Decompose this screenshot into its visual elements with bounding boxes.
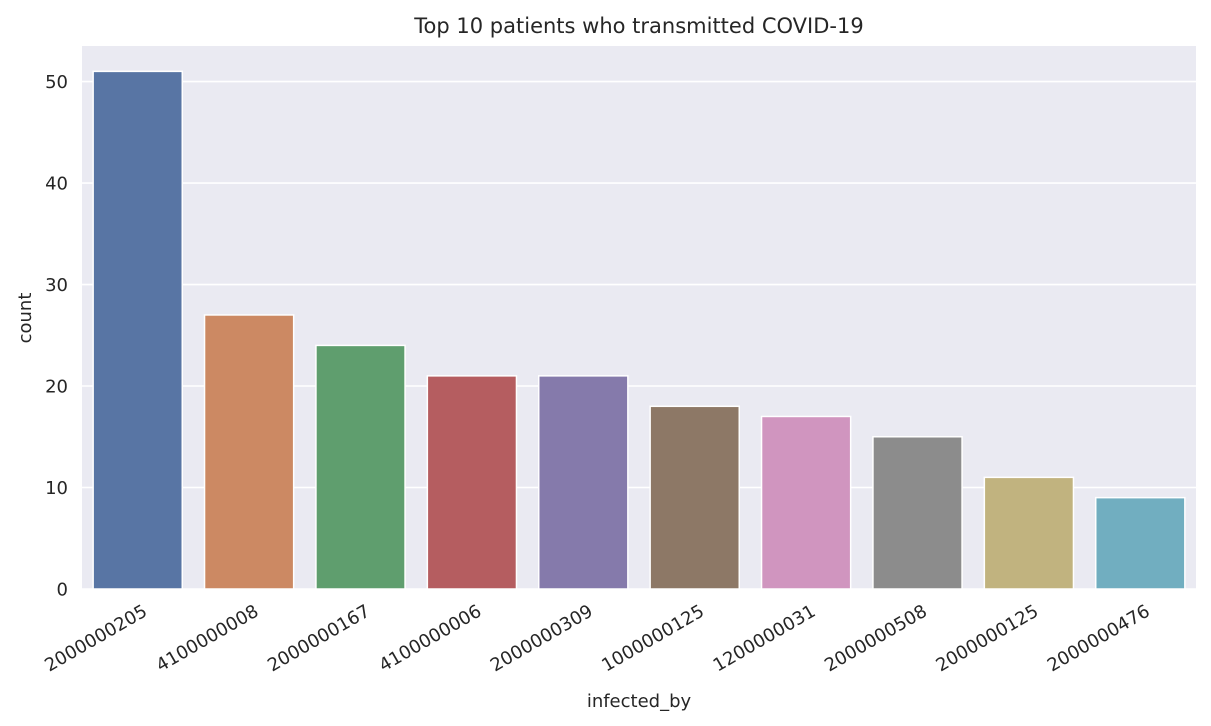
x-tick-label: 1000000125 bbox=[598, 601, 708, 676]
y-tick-label: 10 bbox=[45, 478, 68, 499]
y-tick-label: 0 bbox=[57, 580, 68, 601]
x-tick-label: 2000000205 bbox=[41, 601, 151, 676]
y-tick-labels: 0 10 20 30 40 50 bbox=[45, 72, 68, 600]
bar bbox=[426, 375, 518, 590]
y-tick-label: 30 bbox=[45, 275, 68, 296]
x-tick-label: 2000000125 bbox=[932, 601, 1042, 676]
bar bbox=[872, 436, 963, 590]
x-tick-label: 1200000031 bbox=[710, 601, 820, 676]
x-tick-label: 2000000508 bbox=[821, 601, 931, 676]
chart-title: Top 10 patients who transmitted COVID-19 bbox=[413, 14, 863, 38]
bars bbox=[92, 70, 1186, 590]
x-tick-label: 2000000167 bbox=[264, 601, 374, 676]
y-tick-label: 20 bbox=[45, 377, 68, 398]
x-tick-label: 2000000476 bbox=[1044, 601, 1154, 676]
bar bbox=[760, 415, 852, 590]
bar bbox=[983, 476, 1075, 590]
x-tick-label: 4100000006 bbox=[375, 601, 485, 676]
bar bbox=[203, 314, 295, 590]
y-axis-label: count bbox=[15, 293, 36, 344]
bar bbox=[1094, 496, 1186, 590]
x-axis-label: infected_by bbox=[587, 691, 692, 712]
x-tick-label: 4100000008 bbox=[153, 601, 263, 676]
y-tick-label: 40 bbox=[45, 174, 68, 195]
x-tick-labels: 2000000205 4100000008 2000000167 4100000006… bbox=[41, 601, 1153, 676]
bar bbox=[315, 344, 406, 590]
x-tick-label: 2000000309 bbox=[487, 601, 597, 676]
bar bbox=[92, 70, 184, 590]
bar bbox=[649, 405, 741, 590]
y-tick-label: 50 bbox=[45, 72, 68, 93]
bar bbox=[537, 375, 629, 590]
